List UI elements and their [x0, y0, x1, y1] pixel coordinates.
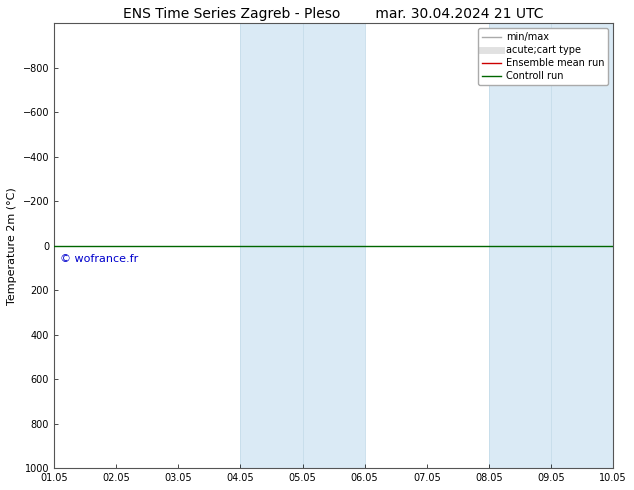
Y-axis label: Temperature 2m (°C): Temperature 2m (°C): [7, 187, 17, 305]
Bar: [240, 24, 302, 468]
Bar: [302, 24, 365, 468]
Bar: [551, 24, 613, 468]
Title: ENS Time Series Zagreb - Pleso        mar. 30.04.2024 21 UTC: ENS Time Series Zagreb - Pleso mar. 30.0…: [124, 7, 544, 21]
Legend: min/max, acute;cart type, Ensemble mean run, Controll run: min/max, acute;cart type, Ensemble mean …: [478, 28, 609, 85]
Bar: [489, 24, 551, 468]
Text: © wofrance.fr: © wofrance.fr: [60, 254, 138, 264]
